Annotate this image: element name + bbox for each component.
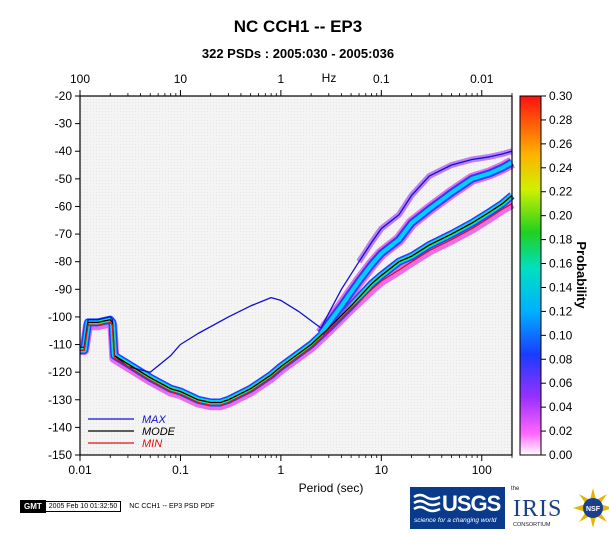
x-tick-label: 0.01 (68, 463, 92, 477)
gmt-timestamp: GMT 2005 Feb 10 01:32:50 NC CCH1 -- EP3 … (20, 500, 214, 513)
y-tick-label: -120 (48, 365, 72, 379)
colorbar-tick-label: 0.08 (549, 352, 573, 366)
colorbar-tick-label: 0.14 (549, 280, 573, 294)
iris-wordmark: IRIS (513, 496, 563, 522)
series-line-max (80, 150, 513, 373)
colorbar-tick-label: 0.00 (549, 448, 573, 462)
y-tick-label: -130 (48, 393, 72, 407)
y-tick-label: -30 (55, 117, 73, 131)
band-core-upper (319, 160, 513, 335)
y-axis: -20 -30 -40 -50 -60 -70 -80 -90 -100 -110 -120 -130… (48, 89, 80, 462)
colorbar-tick-label: 0.18 (549, 233, 573, 247)
legend: MAX MODE MIN (88, 414, 176, 450)
colorbar-tick-label: 0.12 (549, 304, 573, 318)
nsf-seal-icon: NSF (573, 488, 609, 528)
chart-title: NC CCH1 -- EP3 (234, 17, 362, 36)
x-tick-label: 10 (375, 463, 389, 477)
plot-background (80, 96, 512, 455)
colorbar-tick-label: 0.26 (549, 137, 573, 151)
y-tick-label: -60 (55, 199, 73, 213)
colorbar-label: Probability (574, 241, 589, 309)
top-axis-label: Hz (322, 71, 337, 85)
usgs-wordmark: USGS (442, 491, 501, 516)
top-tick-label: 0.01 (470, 72, 494, 86)
x-axis-label: Period (sec) (299, 481, 364, 495)
nsf-label: NSF (586, 506, 601, 513)
legend-min-label: MIN (142, 438, 162, 450)
x-tick-label: 1 (278, 463, 285, 477)
colorbar-tick-label: 0.22 (549, 185, 573, 199)
chart-subtitle: 322 PSDs : 2005:030 - 2005:036 (202, 46, 394, 61)
colorbar-tick-label: 0.30 (549, 89, 573, 103)
x-axis: 0.01 0.1 1 10 100 (68, 93, 513, 477)
y-tick-label: -80 (55, 255, 73, 269)
series-line-min (80, 203, 513, 406)
iris-prefix: the (511, 486, 520, 492)
series-lines (80, 150, 513, 406)
logo-strip: USGS science for a changing world the IR… (410, 486, 609, 530)
y-tick-label: -70 (55, 227, 73, 241)
top-tick-label: 1 (278, 72, 285, 86)
stamp-date: 2005 Feb 10 01:32:50 (45, 501, 122, 512)
usgs-tagline: science for a changing world (414, 517, 497, 524)
gmt-badge: GMT (20, 500, 46, 513)
iris-logo: the IRIS CONSORTIUM (511, 486, 569, 530)
colorbar-tick-label: 0.04 (549, 400, 573, 414)
colorbar-tick-label: 0.06 (549, 376, 573, 390)
colorbar-tick-label: 0.16 (549, 257, 573, 271)
x-tick-label: 0.1 (172, 463, 189, 477)
top-tick-label: 100 (70, 72, 90, 86)
usgs-wave-icon (413, 493, 441, 513)
y-tick-label: -50 (55, 172, 73, 186)
plot-frame (79, 95, 513, 456)
colorbar (519, 95, 542, 456)
x-tick-label: 100 (472, 463, 492, 477)
colorbar-axis: 0.00 0.02 0.04 0.06 0.08 0.10 0.12 0.14 0.16 0.18… (541, 89, 573, 462)
top-tick-label: 10 (174, 72, 188, 86)
iris-suffix: CONSORTIUM (513, 522, 551, 528)
y-tick-label: -150 (48, 448, 72, 462)
usgs-logo: USGS science for a changing world (410, 487, 505, 529)
top-tick-label: 0.1 (373, 72, 390, 86)
legend-mode-label: MODE (142, 426, 176, 438)
series-line-mode (80, 194, 513, 404)
colorbar-tick-label: 0.20 (549, 209, 573, 223)
y-tick-label: -40 (55, 144, 73, 158)
y-tick-label: -110 (49, 338, 72, 352)
colorbar-tick-label: 0.28 (549, 113, 573, 127)
y-tick-label: -20 (55, 89, 73, 103)
y-tick-label: -100 (48, 310, 72, 324)
colorbar-tick-label: 0.02 (549, 424, 573, 438)
colorbar-tick-label: 0.10 (549, 328, 573, 342)
plot-identifier: NC CCH1 -- EP3 PSD PDF (129, 503, 215, 510)
legend-max-label: MAX (142, 414, 167, 426)
top-frequency-axis: 100 10 1 0.1 0.01 (70, 72, 494, 96)
y-tick-label: -140 (48, 420, 72, 434)
y-tick-label: -90 (55, 282, 73, 296)
colorbar-tick-label: 0.24 (549, 161, 573, 175)
